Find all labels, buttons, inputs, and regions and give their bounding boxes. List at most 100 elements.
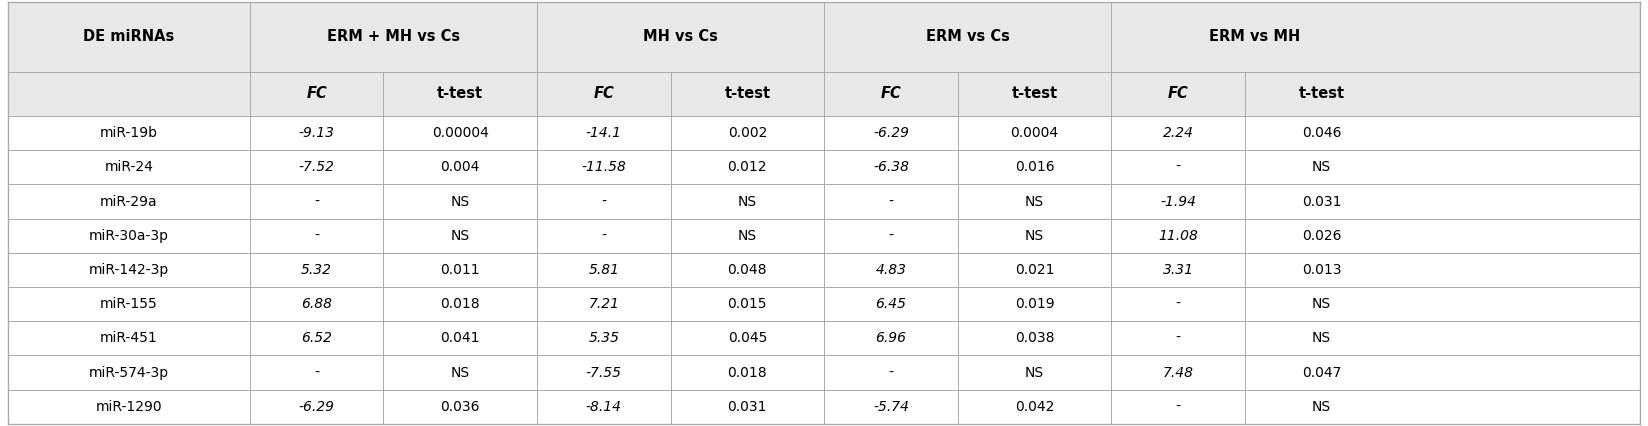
Text: t-test: t-test [437,86,483,101]
Text: -: - [1175,400,1180,414]
Bar [8,390,1640,424]
Text: DE miRNAs: DE miRNAs [84,29,175,44]
Text: miR-142-3p: miR-142-3p [89,263,170,277]
Text: 6.96: 6.96 [875,331,906,345]
Text: -: - [602,229,606,243]
Text: -1.94: -1.94 [1160,195,1196,208]
Text: 0.038: 0.038 [1015,331,1055,345]
Text: -: - [1175,160,1180,174]
Text: miR-29a: miR-29a [101,195,158,208]
Bar [8,287,1640,321]
Bar [8,184,1640,219]
Text: 0.002: 0.002 [728,126,766,140]
Text: 0.012: 0.012 [727,160,766,174]
Text: 0.026: 0.026 [1302,229,1341,243]
Text: miR-451: miR-451 [101,331,158,345]
Text: -: - [888,229,893,243]
Text: 0.018: 0.018 [727,366,766,380]
Text: 0.041: 0.041 [440,331,480,345]
Text: miR-19b: miR-19b [101,126,158,140]
Bar [8,2,1640,72]
Text: NS: NS [738,229,756,243]
Bar [8,321,1640,355]
Text: FC: FC [880,86,901,101]
Text: -: - [888,366,893,380]
Bar [8,72,1640,116]
Text: 5.35: 5.35 [588,331,620,345]
Text: miR-1290: miR-1290 [96,400,162,414]
Text: -7.52: -7.52 [298,160,335,174]
Text: miR-30a-3p: miR-30a-3p [89,229,170,243]
Text: 6.45: 6.45 [875,297,906,311]
Text: 6.52: 6.52 [302,331,333,345]
Text: -: - [315,229,320,243]
Text: 0.011: 0.011 [440,263,480,277]
Text: FC: FC [593,86,615,101]
Text: 0.0004: 0.0004 [1010,126,1058,140]
Bar [8,219,1640,253]
Text: -9.13: -9.13 [298,126,335,140]
Text: 6.88: 6.88 [302,297,333,311]
Text: 0.021: 0.021 [1015,263,1055,277]
Text: 0.048: 0.048 [727,263,766,277]
Text: 0.004: 0.004 [440,160,480,174]
Text: FC: FC [1168,86,1188,101]
Text: miR-24: miR-24 [104,160,153,174]
Text: 0.019: 0.019 [1015,297,1055,311]
Text: -: - [888,195,893,208]
Text: -14.1: -14.1 [585,126,621,140]
Bar [8,116,1640,150]
Bar [8,355,1640,390]
Text: FC: FC [307,86,326,101]
Text: 0.042: 0.042 [1015,400,1055,414]
Text: 0.045: 0.045 [728,331,766,345]
Text: 0.047: 0.047 [1302,366,1341,380]
Text: -6.38: -6.38 [873,160,910,174]
Text: 7.48: 7.48 [1162,366,1193,380]
Text: NS: NS [1025,366,1045,380]
Text: t-test: t-test [1299,86,1345,101]
Text: -8.14: -8.14 [585,400,621,414]
Text: 3.31: 3.31 [1162,263,1193,277]
Text: ERM vs Cs: ERM vs Cs [926,29,1010,44]
Text: 11.08: 11.08 [1159,229,1198,243]
Text: ERM + MH vs Cs: ERM + MH vs Cs [326,29,460,44]
Text: NS: NS [1312,160,1332,174]
Text: NS: NS [1025,229,1045,243]
Text: 0.018: 0.018 [440,297,480,311]
Text: -6.29: -6.29 [298,400,335,414]
Text: -: - [1175,297,1180,311]
Text: -5.74: -5.74 [873,400,910,414]
Text: 0.015: 0.015 [727,297,766,311]
Text: miR-574-3p: miR-574-3p [89,366,170,380]
Bar [8,150,1640,184]
Text: 0.046: 0.046 [1302,126,1341,140]
Text: -6.29: -6.29 [873,126,910,140]
Text: MH vs Cs: MH vs Cs [643,29,719,44]
Text: -: - [1175,331,1180,345]
Text: t-test: t-test [1012,86,1058,101]
Text: ERM vs MH: ERM vs MH [1210,29,1300,44]
Text: NS: NS [1312,297,1332,311]
Text: NS: NS [450,229,470,243]
Text: 0.031: 0.031 [1302,195,1341,208]
Text: 5.32: 5.32 [302,263,333,277]
Text: NS: NS [450,195,470,208]
Text: NS: NS [738,195,756,208]
Text: 4.83: 4.83 [875,263,906,277]
Text: 0.00004: 0.00004 [432,126,488,140]
Text: -11.58: -11.58 [582,160,626,174]
Text: miR-155: miR-155 [101,297,158,311]
Text: 0.036: 0.036 [440,400,480,414]
Text: -: - [315,195,320,208]
Text: -: - [602,195,606,208]
Text: 5.81: 5.81 [588,263,620,277]
Bar [8,253,1640,287]
Text: NS: NS [1312,331,1332,345]
Text: -: - [315,366,320,380]
Text: 0.016: 0.016 [1015,160,1055,174]
Text: t-test: t-test [723,86,770,101]
Text: NS: NS [1312,400,1332,414]
Text: 2.24: 2.24 [1162,126,1193,140]
Text: -7.55: -7.55 [585,366,621,380]
